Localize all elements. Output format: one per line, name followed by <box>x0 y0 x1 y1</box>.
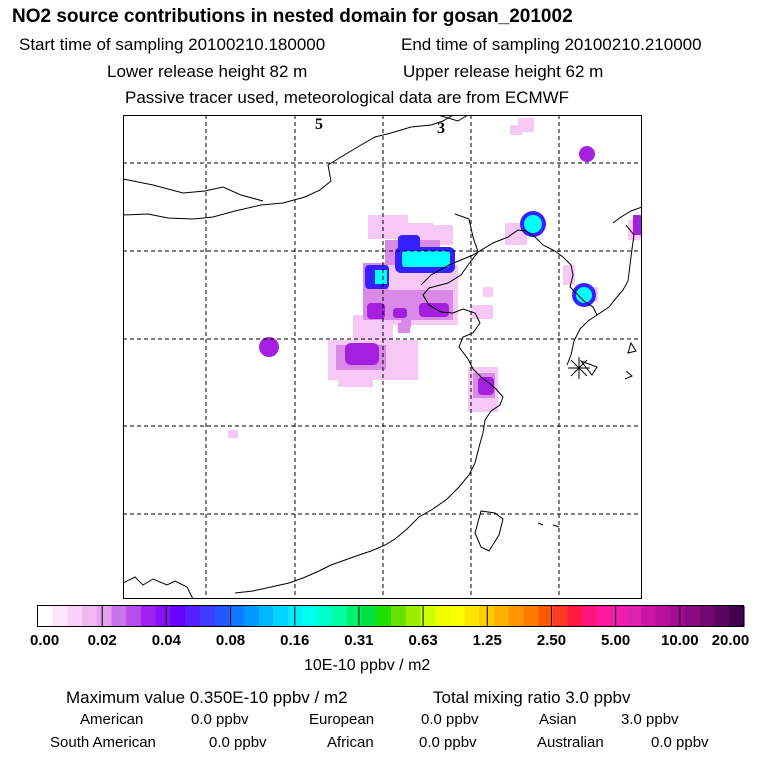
colorbar-cell <box>111 606 127 627</box>
colorbar-tick-label: 0.16 <box>280 632 310 649</box>
colorbar-cell <box>699 606 716 627</box>
colorbar-cell <box>552 606 569 627</box>
end-time-label: End time of sampling 20100210.210000 <box>401 35 702 54</box>
max-value-label: Maximum value 0.350E-10 ppbv / m2 <box>66 688 348 707</box>
colorbar-cell <box>67 606 83 627</box>
colorbar-cell <box>258 606 274 627</box>
colorbar-cell <box>243 606 260 627</box>
colorbar-cell <box>449 606 466 627</box>
colorbar-cell <box>170 606 186 627</box>
colorbar-cell <box>729 606 745 627</box>
tracer-note: Passive tracer used, meteorological data… <box>125 88 570 107</box>
region-name-african: African <box>327 734 374 751</box>
colorbar-tick-label: 2.50 <box>536 632 567 649</box>
colorbar-cell <box>685 606 701 627</box>
colorbar-cell <box>155 606 171 627</box>
marker-label-5: 5 <box>315 116 323 133</box>
colorbar-tick-label: 0.04 <box>151 632 181 649</box>
region-name-american: American <box>80 711 144 728</box>
colorbar-cell <box>346 606 363 627</box>
region-name-south-american: South American <box>50 734 156 751</box>
region-value-australian: 0.0 ppbv <box>651 734 709 751</box>
colorbar-cell <box>185 606 201 627</box>
colorbar-cell <box>405 606 422 627</box>
colorbar-cell <box>493 606 510 627</box>
colorbar-cell <box>508 606 524 627</box>
colorbar-cell <box>199 606 216 627</box>
colorbar-cell <box>641 606 657 627</box>
colorbar-cell <box>670 606 686 627</box>
colorbar-cell <box>38 606 54 627</box>
colorbar-cell <box>523 606 539 627</box>
colorbar-cell <box>140 606 157 627</box>
colorbar-tick-label: 0.00 <box>30 632 60 649</box>
colorbar-cell <box>464 606 480 627</box>
colorbar-cell <box>317 606 333 627</box>
plot-title: NO2 source contributions in nested domai… <box>12 6 573 27</box>
region-value-south-american: 0.0 ppbv <box>209 734 267 751</box>
colorbar-cell <box>96 606 113 627</box>
colorbar-cell <box>538 606 554 627</box>
colorbar-cell <box>714 606 730 627</box>
colorbar-tick-label: 0.02 <box>87 632 117 649</box>
colorbar-units: 10E-10 ppbv / m2 <box>304 657 431 674</box>
region-name-australian: Australian <box>537 734 604 751</box>
region-value-african: 0.0 ppbv <box>419 734 477 751</box>
region-value-asian: 3.0 ppbv <box>621 711 679 728</box>
colorbar-tick-label: 0.63 <box>408 632 438 649</box>
colorbar-tick-label: 10.00 <box>661 632 699 649</box>
colorbar-tick-label: 0.31 <box>344 632 374 649</box>
colorbar-cell <box>126 606 142 627</box>
colorbar-cell <box>582 606 598 627</box>
colorbar-cell <box>626 606 642 627</box>
map-frame <box>123 115 642 599</box>
lat-lon-grid <box>123 115 642 599</box>
concentration-field <box>228 118 642 438</box>
total-mixing-ratio: Total mixing ratio 3.0 ppbv <box>433 688 631 707</box>
colorbar-tick-label: 5.00 <box>601 632 631 649</box>
lower-release-height: Lower release height 82 m <box>107 62 308 81</box>
upper-release-height: Upper release height 62 m <box>403 62 604 81</box>
region-value-american: 0.0 ppbv <box>191 711 249 728</box>
region-value-european: 0.0 ppbv <box>421 711 479 728</box>
colorbar-cell <box>435 606 451 627</box>
color-bar <box>37 605 745 627</box>
marker-label-3: 3 <box>437 120 445 137</box>
colorbar-cell <box>655 606 672 627</box>
colorbar-cell <box>376 606 392 627</box>
colorbar-cell <box>214 606 230 627</box>
start-time-label: Start time of sampling 20100210.180000 <box>19 35 326 54</box>
colorbar-tick-label: 20.00 <box>711 632 750 649</box>
colorbar-cell <box>611 606 627 627</box>
colorbar-cell <box>273 606 289 627</box>
colorbar-cell <box>361 606 377 627</box>
contribution-map: 5 3 <box>123 115 642 599</box>
colorbar-cell <box>420 606 436 627</box>
colorbar-cell <box>229 606 245 627</box>
colorbar-cell <box>288 606 304 627</box>
colorbar-tick-label: 0.08 <box>215 632 246 649</box>
colorbar-cell <box>302 606 319 627</box>
colorbar-tick-label: 1.25 <box>472 632 502 649</box>
region-name-asian: Asian <box>539 711 577 728</box>
colorbar-cell <box>52 606 69 627</box>
receptor-star-marker <box>568 357 590 379</box>
colorbar-cell <box>596 606 613 627</box>
colorbar-cell <box>567 606 583 627</box>
colorbar-cell <box>332 606 348 627</box>
colorbar-cell <box>82 606 98 627</box>
region-name-european: European <box>309 711 375 728</box>
colorbar-cell <box>391 606 407 627</box>
